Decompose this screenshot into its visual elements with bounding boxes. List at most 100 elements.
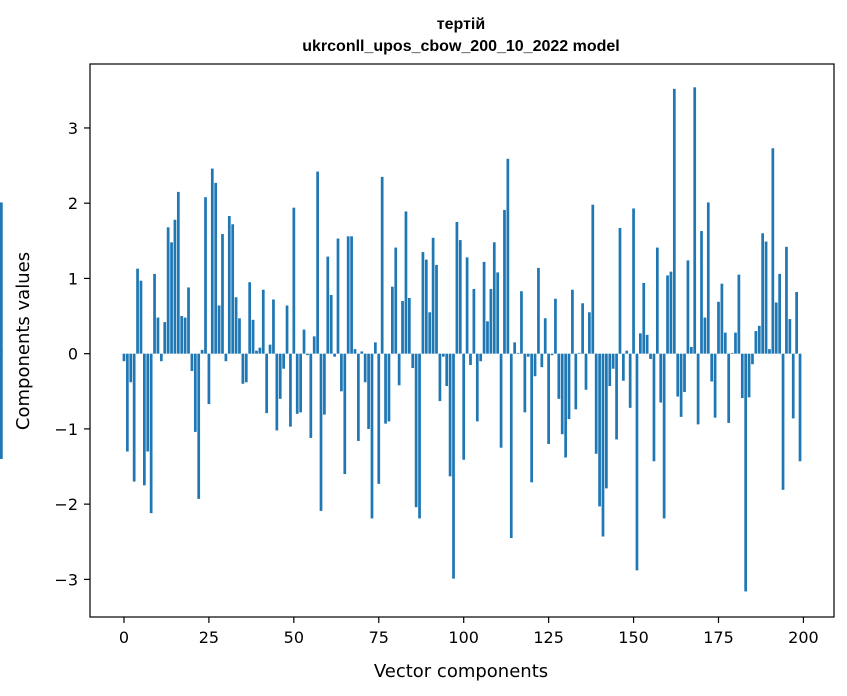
bar-83 <box>404 211 408 354</box>
bar-105 <box>479 353 483 362</box>
bar-61 <box>329 294 333 354</box>
bar-182 <box>740 353 744 399</box>
y-tick-label: 2 <box>68 194 78 213</box>
bar-95 <box>445 353 449 387</box>
bar-64 <box>340 353 343 392</box>
bar-1 <box>126 353 129 452</box>
bar-4 <box>136 268 139 354</box>
bar-173 <box>710 353 714 382</box>
bar-44 <box>272 299 275 354</box>
bar-36 <box>244 353 248 383</box>
bar-undefined <box>0 202 3 354</box>
bar-undefined <box>0 353 3 459</box>
bar-130 <box>564 353 567 458</box>
bar-96 <box>448 353 452 477</box>
x-tick-label: 175 <box>703 628 734 647</box>
bar-38 <box>251 319 255 354</box>
bar-8 <box>149 353 153 514</box>
bar-62 <box>333 353 336 357</box>
bar-119 <box>526 353 530 357</box>
bar-143 <box>608 353 612 387</box>
bars-group <box>0 87 802 592</box>
bar-109 <box>492 242 496 354</box>
bar-74 <box>374 342 377 354</box>
bar-51 <box>295 353 299 414</box>
bar-11 <box>159 353 163 362</box>
bar-80 <box>394 247 398 354</box>
bar-169 <box>696 353 700 425</box>
bar-23 <box>200 349 204 354</box>
bar-31 <box>227 215 231 354</box>
bar-180 <box>734 332 737 354</box>
bar-150 <box>632 208 635 354</box>
bar-124 <box>543 318 547 354</box>
bar-175 <box>717 301 720 354</box>
bar-76 <box>380 176 384 354</box>
bar-192 <box>774 302 778 354</box>
bar-194 <box>781 353 785 490</box>
y-tick-label: −3 <box>54 570 78 589</box>
bar-73 <box>370 353 374 519</box>
bar-157 <box>655 247 659 354</box>
x-tick-label: 200 <box>788 628 819 647</box>
bar-45 <box>275 353 279 431</box>
x-axis-label: Vector components <box>374 661 548 682</box>
y-axis-ticks: −3 −2 −1 0 1 2 3 <box>54 119 90 589</box>
x-tick-label: 75 <box>369 628 389 647</box>
bar-19 <box>187 287 190 354</box>
bar-195 <box>785 246 788 354</box>
bar-47 <box>282 353 285 369</box>
x-tick-label: 50 <box>284 628 304 647</box>
bar-193 <box>778 273 781 354</box>
bar-118 <box>523 353 527 413</box>
bar-190 <box>768 349 771 354</box>
bar-90 <box>428 312 432 354</box>
bar-69 <box>357 353 360 441</box>
bar-144 <box>611 353 615 369</box>
bar-92 <box>435 264 438 354</box>
bar-66 <box>346 236 350 354</box>
y-tick-label: 1 <box>68 269 78 288</box>
bar-156 <box>652 353 656 462</box>
bar-163 <box>676 353 680 397</box>
bar-48 <box>285 305 289 354</box>
bar-41 <box>261 289 265 354</box>
bar-75 <box>377 353 381 484</box>
bar-172 <box>706 202 710 354</box>
bar-71 <box>363 353 367 383</box>
bar-155 <box>649 353 652 359</box>
x-tick-label: 150 <box>618 628 649 647</box>
bar-181 <box>737 274 741 354</box>
bar-186 <box>754 331 758 354</box>
bar-133 <box>574 353 578 410</box>
bar-114 <box>509 353 513 538</box>
bar-14 <box>170 242 173 354</box>
bar-54 <box>306 353 309 356</box>
bar-121 <box>533 353 537 377</box>
bar-53 <box>302 329 306 354</box>
bar-84 <box>407 297 411 354</box>
bar-116 <box>516 352 520 354</box>
bar-16 <box>176 191 180 354</box>
bar-177 <box>723 332 727 354</box>
bar-106 <box>482 261 486 354</box>
x-tick-label: 0 <box>119 628 129 647</box>
bar-28 <box>217 305 221 354</box>
bar-98 <box>455 222 459 354</box>
bar-89 <box>424 259 428 354</box>
bar-52 <box>299 353 302 413</box>
bar-138 <box>591 204 595 354</box>
bar-125 <box>547 353 550 444</box>
bar-13 <box>166 227 170 354</box>
x-tick-label: 100 <box>448 628 479 647</box>
bar-97 <box>452 353 455 579</box>
bar-2 <box>129 353 133 383</box>
bar-113 <box>506 158 510 354</box>
bar-15 <box>173 219 177 354</box>
bar-199 <box>798 353 802 462</box>
bar-57 <box>316 171 319 354</box>
bar-197 <box>791 353 795 419</box>
bar-135 <box>581 303 584 354</box>
bar-9 <box>153 273 156 354</box>
bar-188 <box>761 233 765 354</box>
